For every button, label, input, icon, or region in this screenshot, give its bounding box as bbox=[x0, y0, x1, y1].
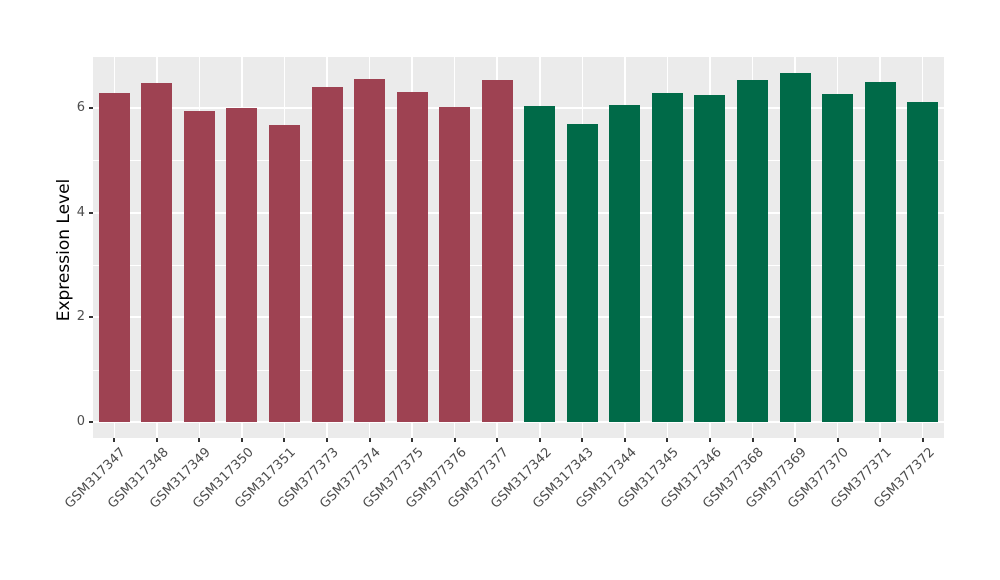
x-axis-tick bbox=[794, 438, 797, 442]
y-axis-tick-label: 6 bbox=[76, 99, 85, 115]
major-gridline bbox=[93, 211, 944, 214]
x-axis-tick bbox=[155, 438, 158, 442]
y-axis-tick-label: 4 bbox=[76, 204, 85, 220]
x-axis-tick bbox=[368, 438, 371, 442]
bar-GSM317342 bbox=[524, 106, 555, 422]
x-axis-tick bbox=[411, 438, 414, 442]
plot-panel bbox=[93, 57, 944, 438]
minor-gridline bbox=[93, 264, 944, 266]
x-axis-tick bbox=[581, 438, 584, 442]
x-axis-tick bbox=[113, 438, 116, 442]
y-axis-tick bbox=[89, 211, 93, 214]
bar-GSM377370 bbox=[822, 93, 853, 422]
x-axis-tick bbox=[453, 438, 456, 442]
x-axis-tick bbox=[240, 438, 243, 442]
major-gridline bbox=[93, 106, 944, 109]
x-axis-tick bbox=[538, 438, 541, 442]
x-axis-tick bbox=[751, 438, 754, 442]
x-axis-tick bbox=[879, 438, 882, 442]
bar-GSM377375 bbox=[397, 91, 428, 422]
bar-GSM317347 bbox=[99, 92, 130, 422]
bar-GSM317343 bbox=[567, 123, 598, 422]
y-axis-tick-label: 2 bbox=[76, 309, 85, 325]
bar-GSM377374 bbox=[354, 79, 385, 422]
minor-gridline bbox=[93, 369, 944, 371]
major-gridline bbox=[93, 421, 944, 423]
bar-GSM377372 bbox=[907, 101, 938, 422]
bar-GSM377368 bbox=[737, 79, 768, 422]
bar-GSM377377 bbox=[482, 80, 513, 422]
x-axis-tick bbox=[666, 438, 669, 442]
y-axis-tick bbox=[89, 316, 93, 319]
x-axis-tick bbox=[836, 438, 839, 442]
x-axis-tick bbox=[921, 438, 924, 442]
bar-GSM377373 bbox=[312, 86, 343, 422]
bar-GSM317348 bbox=[141, 82, 172, 422]
x-axis-tick bbox=[198, 438, 201, 442]
x-axis-tick bbox=[326, 438, 329, 442]
minor-gridline bbox=[93, 160, 944, 162]
x-axis-tick bbox=[623, 438, 626, 442]
y-axis-tick bbox=[89, 421, 93, 423]
bar-GSM377369 bbox=[780, 73, 811, 422]
y-axis-title: Expression Level bbox=[54, 178, 74, 322]
y-axis-tick bbox=[89, 106, 93, 109]
bar-GSM317349 bbox=[184, 111, 215, 422]
bar-GSM317350 bbox=[226, 108, 257, 422]
x-axis-tick bbox=[708, 438, 711, 442]
x-axis-tick bbox=[496, 438, 499, 442]
bar-GSM317345 bbox=[652, 92, 683, 422]
bar-GSM317351 bbox=[269, 124, 300, 422]
bar-GSM317344 bbox=[609, 105, 640, 422]
bar-GSM317346 bbox=[694, 95, 725, 422]
bar-GSM377376 bbox=[439, 107, 470, 422]
x-axis-tick bbox=[283, 438, 286, 442]
y-axis-tick-label: 0 bbox=[76, 414, 85, 429]
major-gridline bbox=[93, 316, 944, 319]
bar-GSM377371 bbox=[865, 81, 896, 422]
